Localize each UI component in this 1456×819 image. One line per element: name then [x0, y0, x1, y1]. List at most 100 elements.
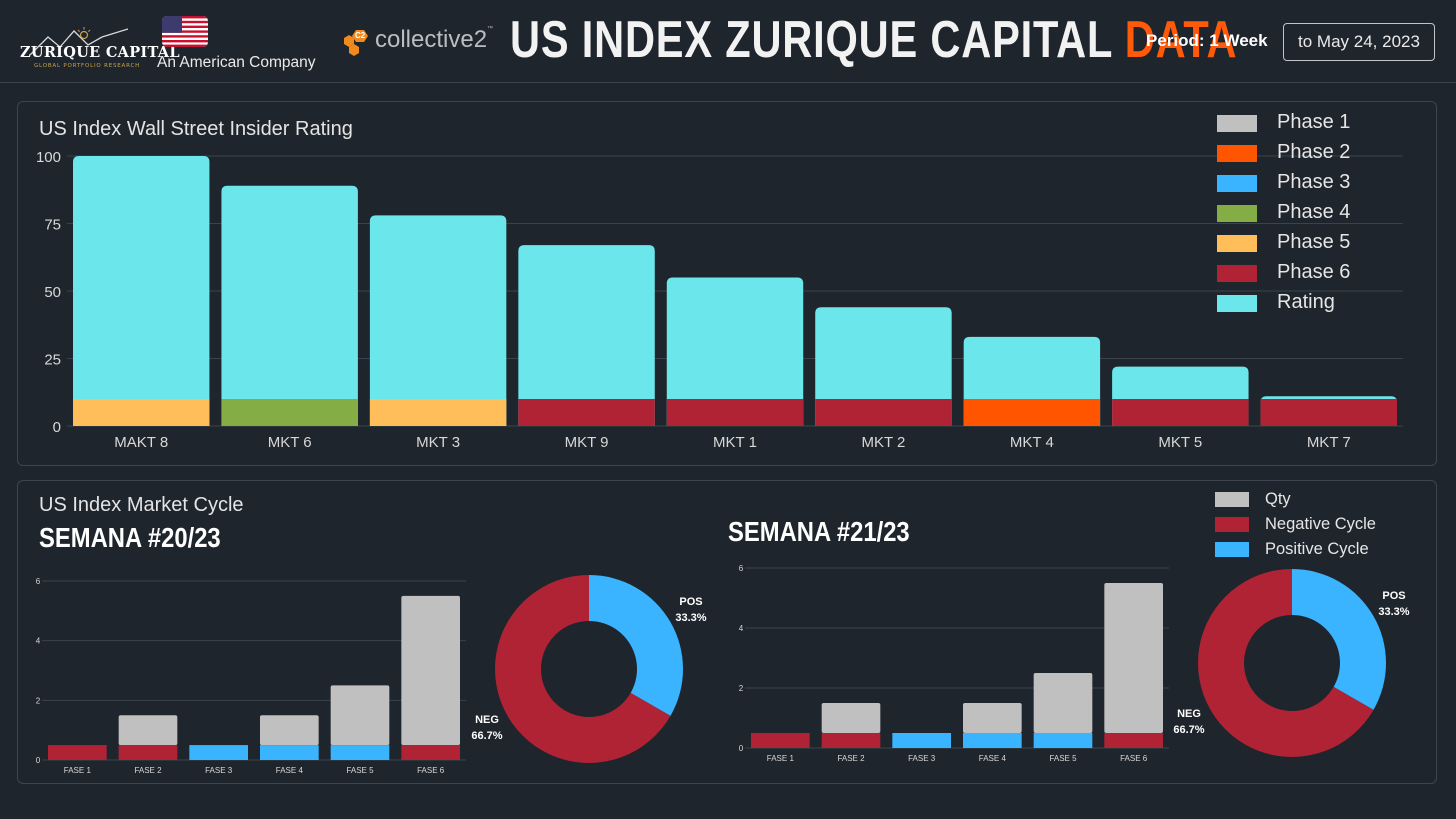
period-label: Period: 1 Week — [1146, 31, 1268, 50]
legend-label: Phase 2 — [1277, 141, 1351, 163]
donut-slice-pos — [589, 575, 683, 716]
x-tick-label: MKT 6 — [268, 434, 312, 451]
x-tick-label: MKT 9 — [565, 434, 609, 451]
market-cycle-panel — [17, 480, 1437, 784]
x-tick-label: MKT 1 — [713, 434, 757, 451]
brand-tagline: GLOBAL PORTFOLIO RESEARCH — [34, 63, 141, 69]
donut-value-label: 33.3% — [675, 612, 706, 624]
legend-label: Phase 3 — [1277, 171, 1351, 193]
x-tick-label: MKT 3 — [416, 434, 460, 451]
legend-label: Positive Cycle — [1265, 540, 1369, 558]
rating-chart-title: US Index Wall Street Insider Rating — [39, 118, 353, 140]
donut-value-label: 66.7% — [471, 730, 502, 742]
y-tick-label: 50 — [44, 284, 61, 301]
y-tick-label: 100 — [36, 149, 61, 166]
x-tick-label: FASE 3 — [205, 766, 233, 775]
bar-negative-cycle — [751, 733, 810, 748]
rating-chart-panel — [17, 101, 1437, 466]
bar-rating — [666, 277, 804, 426]
x-tick-label: FASE 3 — [908, 754, 936, 763]
bar-qty — [330, 685, 390, 746]
bar-phase-segment — [963, 399, 1101, 426]
y-tick-label: 0 — [739, 744, 744, 753]
legend-label: Phase 4 — [1277, 201, 1351, 223]
legend-swatch — [1217, 295, 1257, 312]
legend-label: Phase 5 — [1277, 231, 1351, 253]
bar-rating — [221, 185, 358, 426]
legend-swatch — [1217, 265, 1257, 282]
y-tick-label: 4 — [36, 637, 41, 646]
bar-qty — [821, 703, 881, 733]
bar-rating — [518, 245, 655, 426]
market-cycle-title: US Index Market Cycle — [39, 494, 244, 516]
y-tick-label: 2 — [739, 684, 744, 693]
rating-legend: Phase 1 Phase 2 Phase 3 Phase 4 Phase 5 … — [1217, 111, 1417, 323]
bar-rating — [369, 215, 507, 426]
donut-label: NEG — [475, 714, 499, 726]
bar-positive-cycle — [963, 733, 1022, 748]
collective2-name: collective2 — [375, 26, 488, 53]
legend-swatch — [1217, 205, 1257, 222]
bar-phase-segment — [221, 399, 358, 426]
x-tick-label: MKT 2 — [861, 434, 905, 451]
x-tick-label: FASE 6 — [417, 766, 445, 775]
y-tick-label: 4 — [739, 624, 744, 633]
bar-phase-segment — [73, 399, 210, 426]
donut-slice-pos — [1292, 569, 1386, 710]
bar-negative-cycle — [48, 745, 107, 760]
title-accent: DATA — [1124, 11, 1238, 69]
y-tick-label: 25 — [44, 352, 61, 369]
bar-phase-segment — [666, 399, 804, 426]
legend-label: Phase 1 — [1277, 111, 1351, 133]
bar-rating — [73, 156, 210, 426]
collective2-badge: C2 — [355, 31, 366, 40]
x-tick-label: MAKT 8 — [114, 434, 168, 451]
bar-negative-cycle — [401, 745, 460, 760]
cycle-legend: Qty Negative Cycle Positive Cycle — [1215, 488, 1415, 563]
bar-negative-cycle — [821, 733, 881, 748]
legend-label: Rating — [1277, 291, 1335, 313]
y-tick-label: 75 — [44, 217, 61, 234]
x-tick-label: FASE 1 — [64, 766, 92, 775]
legend-swatch — [1217, 115, 1257, 132]
donut-value-label: 33.3% — [1378, 606, 1409, 618]
week-21-title: SEMANA #21/23 — [728, 516, 910, 547]
bar-qty — [1104, 583, 1163, 733]
legend-swatch — [1217, 235, 1257, 252]
bar-phase-segment — [815, 399, 952, 426]
collective2-hex-icon — [344, 30, 368, 56]
bar-positive-cycle — [260, 745, 319, 760]
donut-label: POS — [1382, 590, 1405, 602]
legend-label: Negative Cycle — [1265, 515, 1376, 533]
donut-label: NEG — [1177, 708, 1201, 720]
us-flag-icon — [162, 16, 208, 47]
bar-qty — [963, 703, 1022, 733]
x-tick-label: FASE 1 — [767, 754, 795, 763]
bar-positive-cycle — [330, 745, 390, 760]
bar-phase-segment — [369, 399, 507, 426]
legend-label: Phase 6 — [1277, 261, 1351, 283]
x-tick-label: FASE 4 — [979, 754, 1007, 763]
page-title: US INDEX ZURIQUE CAPITAL DATA — [510, 10, 1237, 70]
y-tick-label: 0 — [53, 419, 61, 436]
brand-name: ZURIQUE CAPITAL — [20, 44, 180, 61]
collective2-logo-text: collective2™ — [375, 26, 493, 54]
bar-phase-segment — [518, 399, 655, 426]
collective2-trademark: ™ — [487, 26, 494, 32]
legend-swatch — [1215, 492, 1249, 507]
bar-qty — [1033, 673, 1093, 733]
y-tick-label: 2 — [36, 696, 41, 705]
date-range-field[interactable]: to May 24, 2023 — [1283, 23, 1435, 61]
title-main: US INDEX ZURIQUE CAPITAL — [510, 11, 1125, 69]
bar-phase-segment — [1112, 399, 1249, 426]
bar-qty — [401, 595, 460, 746]
bar-negative-cycle — [1104, 733, 1163, 748]
bar-phase-segment — [1260, 399, 1397, 426]
bar-positive-cycle — [1033, 733, 1093, 748]
x-tick-label: MKT 4 — [1010, 434, 1054, 451]
company-note: An American Company — [157, 54, 316, 71]
x-tick-label: FASE 2 — [837, 754, 865, 763]
x-tick-label: MKT 5 — [1158, 434, 1202, 451]
